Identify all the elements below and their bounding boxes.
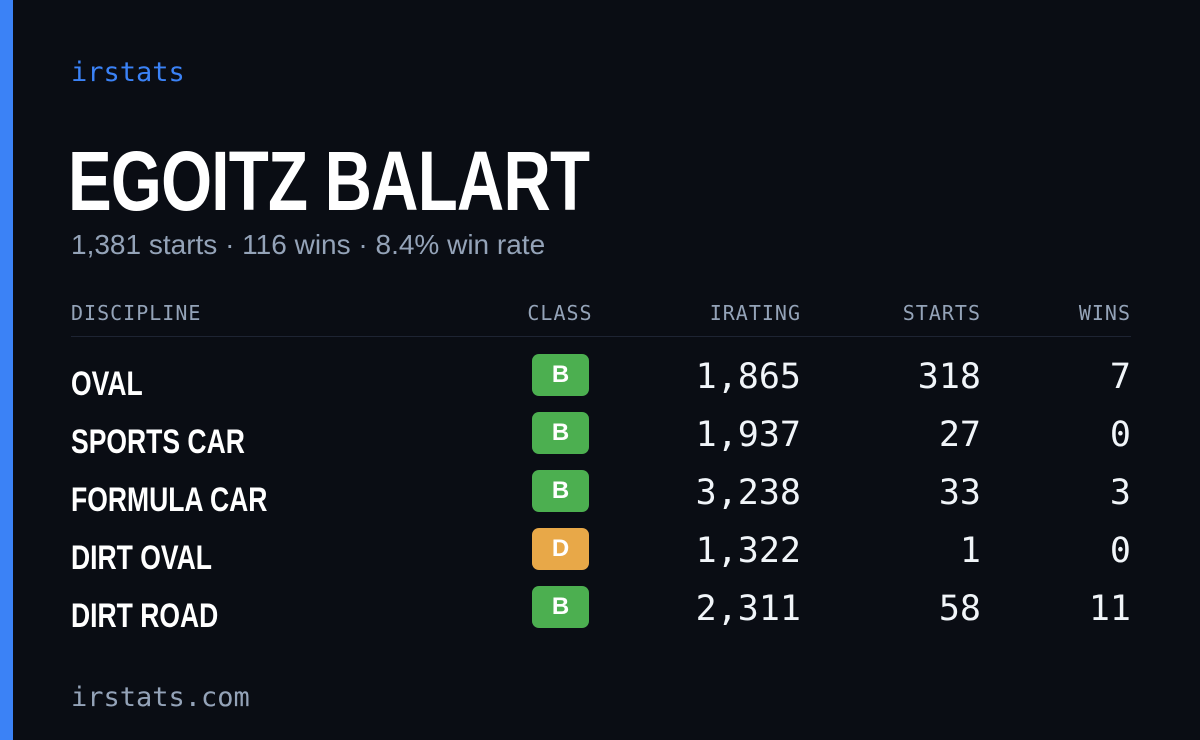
class-badge: B [532,354,589,396]
discipline-name: DIRT ROAD [71,597,219,635]
wins-value: 0 [1109,531,1131,571]
irating-value: 3,238 [695,473,801,513]
driver-name: EGOITZ BALART [68,134,590,228]
wins-value: 7 [1109,357,1131,397]
irating-value: 1,322 [695,531,801,571]
class-badge: B [532,470,589,512]
brand-label: irstats [71,57,185,88]
irating-value: 2,311 [695,589,801,629]
accent-bar [0,0,13,740]
discipline-name: FORMULA CAR [71,481,268,519]
class-badge: B [532,586,589,628]
wins-value: 11 [1088,589,1131,629]
header-wins: WINS [1078,301,1131,325]
footer-url: irstats.com [71,682,250,713]
driver-summary: 1,381 starts · 116 wins · 8.4% win rate [71,229,546,260]
table-body: OVAL B 1,865 318 7 SPORTS CAR B 1,937 27… [71,354,1131,644]
discipline-name: SPORTS CAR [71,423,245,461]
starts-value: 58 [938,589,981,629]
table-row: DIRT OVAL D 1,322 1 0 [71,528,1131,586]
wins-value: 3 [1109,473,1131,513]
irating-value: 1,937 [695,415,801,455]
table-row: FORMULA CAR B 3,238 33 3 [71,470,1131,528]
irating-value: 1,865 [695,357,801,397]
header-discipline: DISCIPLINE [71,301,202,325]
header-starts: STARTS [902,301,981,325]
table-header: DISCIPLINE CLASS IRATING STARTS WINS [71,296,1131,337]
class-badge: D [532,528,589,570]
starts-value: 1 [959,531,981,571]
table-row: OVAL B 1,865 318 7 [71,354,1131,412]
class-badge: B [532,412,589,454]
table-row: DIRT ROAD B 2,311 58 11 [71,586,1131,644]
discipline-name: DIRT OVAL [71,539,212,577]
starts-value: 27 [938,415,981,455]
starts-value: 33 [938,473,981,513]
wins-value: 0 [1109,415,1131,455]
table-row: SPORTS CAR B 1,937 27 0 [71,412,1131,470]
discipline-name: OVAL [71,365,143,403]
header-class: CLASS [527,301,593,325]
discipline-table: DISCIPLINE CLASS IRATING STARTS WINS OVA… [71,296,1131,644]
header-irating: IRATING [709,301,801,325]
starts-value: 318 [917,357,981,397]
